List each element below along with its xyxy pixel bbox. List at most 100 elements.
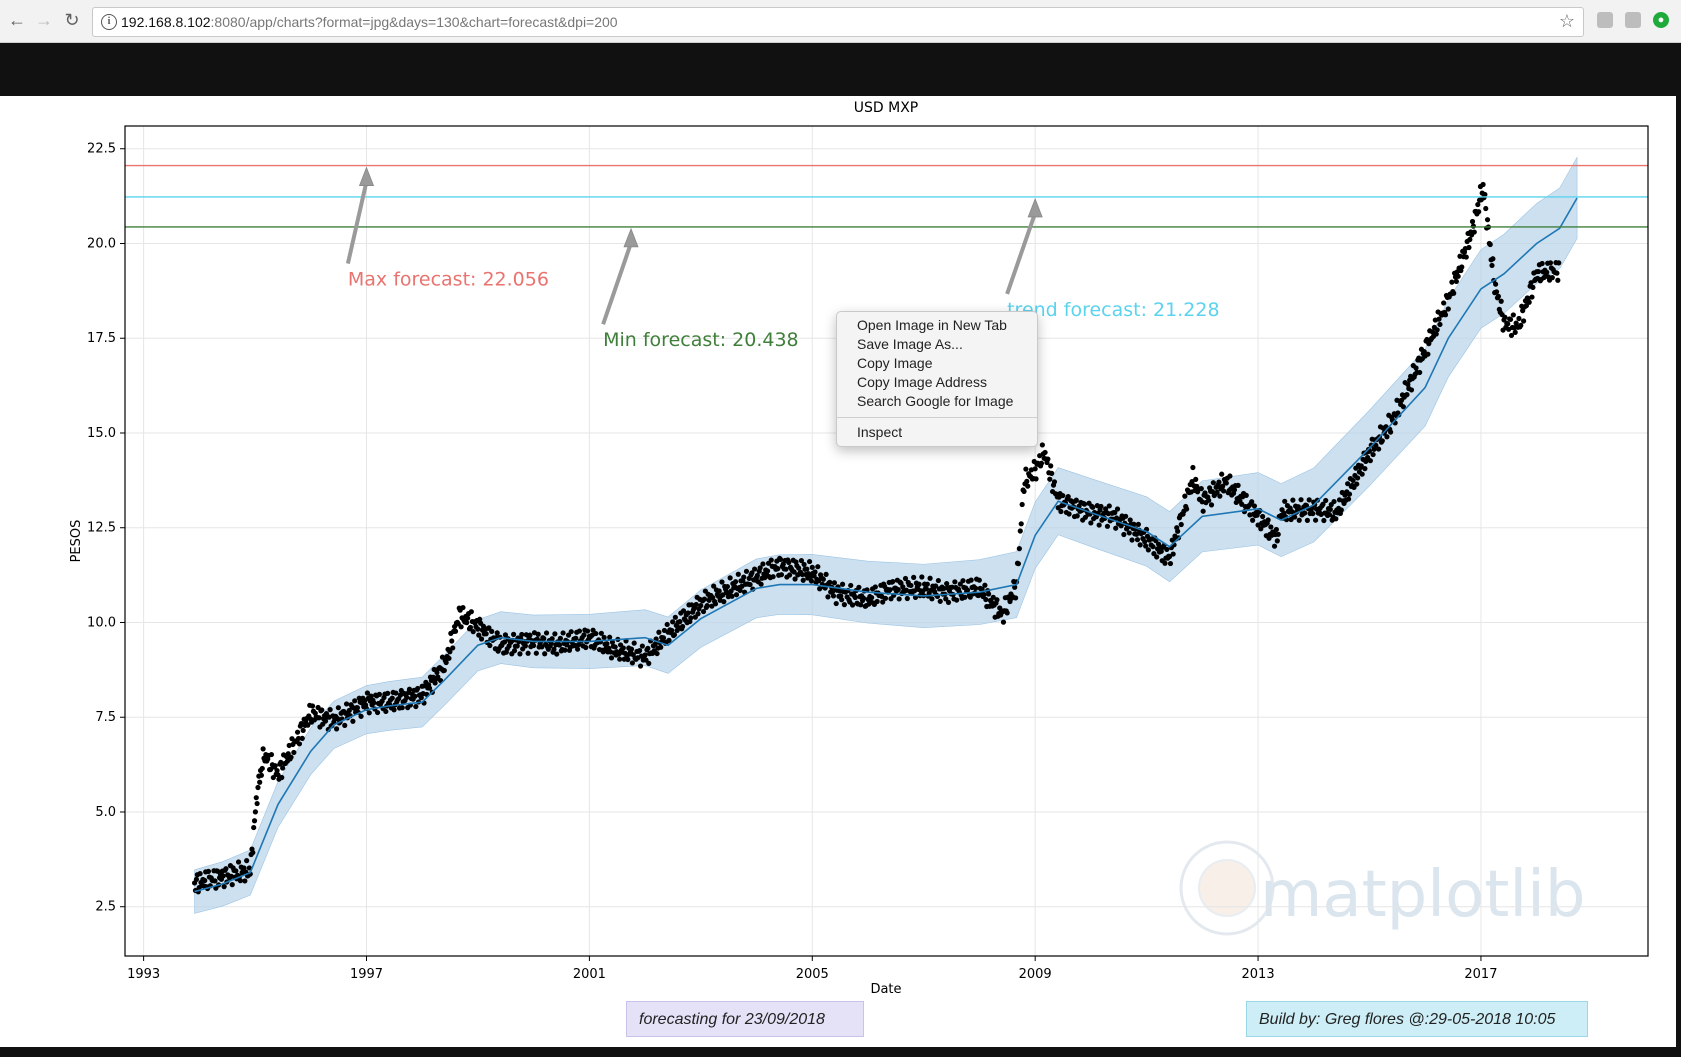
extension-icon-2[interactable]	[1625, 12, 1641, 28]
observed-point	[1081, 501, 1088, 507]
observed-point	[530, 642, 537, 649]
observed-point	[358, 713, 364, 719]
observed-point	[460, 604, 466, 611]
menu-save-image-as[interactable]: Save Image As...	[857, 336, 963, 352]
y-axis-label: PESOS	[69, 520, 84, 563]
menu-copy-image-address[interactable]: Copy Image Address	[857, 374, 987, 390]
observed-point	[1231, 487, 1238, 493]
observed-point	[688, 615, 694, 621]
observed-point	[241, 865, 247, 871]
observed-point	[664, 621, 670, 628]
observed-point	[1433, 331, 1439, 337]
observed-point	[629, 660, 635, 666]
observed-point	[1502, 314, 1508, 320]
observed-point	[1530, 284, 1536, 290]
menu-inspect[interactable]: Inspect	[857, 424, 903, 440]
url-text[interactable]: 192.168.8.102:8080/app/charts?format=jpg…	[121, 14, 618, 30]
observed-point	[319, 707, 325, 713]
observed-point	[896, 596, 902, 602]
observed-point	[658, 644, 664, 650]
extension-icon-1[interactable]	[1597, 12, 1613, 28]
observed-point	[900, 584, 906, 590]
forecast-chart[interactable]: matplotlib Max forecast: 22.056 Min forec…	[0, 96, 1676, 1046]
observed-point	[562, 647, 568, 653]
observed-point	[764, 568, 771, 574]
observed-point	[1167, 560, 1174, 567]
forward-arrow-icon[interactable]: →	[35, 10, 53, 30]
observed-point	[1096, 522, 1102, 528]
observed-point	[841, 602, 847, 608]
observed-point	[721, 599, 727, 605]
observed-point	[1143, 543, 1149, 549]
observed-point	[1123, 513, 1129, 519]
observed-point	[806, 558, 813, 565]
x-tick-label: 1993	[127, 967, 160, 982]
observed-point	[1023, 466, 1029, 472]
menu-open-image-new-tab[interactable]: Open Image in New Tab	[857, 317, 1007, 333]
observed-point	[733, 592, 740, 598]
observed-point	[584, 628, 591, 634]
observed-point	[556, 642, 563, 648]
observed-point	[514, 643, 520, 649]
observed-point	[554, 651, 560, 657]
observed-point	[1024, 478, 1030, 484]
observed-point	[1466, 244, 1472, 251]
observed-point	[1137, 542, 1143, 548]
observed-point	[1513, 320, 1519, 326]
back-arrow-icon[interactable]: ←	[8, 10, 26, 30]
menu-copy-image[interactable]: Copy Image	[857, 355, 933, 371]
observed-point	[711, 583, 717, 589]
observed-point	[1480, 181, 1486, 188]
annotation-label: Min forecast: 20.438	[603, 329, 799, 351]
address-bar[interactable]: i 192.168.8.102:8080/app/charts?format=j…	[92, 7, 1584, 37]
observed-point	[1162, 560, 1168, 566]
observed-point	[787, 572, 793, 578]
observed-point	[908, 582, 914, 589]
y-axis-ticks: 2.5 5.0 7.5 10.0 12.5 15.0 17.5 20.0 22.5	[87, 142, 125, 915]
observed-point	[279, 774, 285, 781]
observed-point	[904, 595, 910, 602]
observed-point	[467, 624, 474, 631]
observed-point	[1175, 528, 1181, 534]
observed-point	[1535, 268, 1542, 275]
observed-point	[1354, 481, 1360, 487]
observed-point	[608, 655, 615, 661]
observed-point	[964, 587, 971, 593]
observed-point	[1495, 293, 1502, 299]
observed-point	[817, 586, 823, 592]
url-host: 192.168.8.102	[121, 14, 211, 30]
observed-point	[477, 616, 483, 622]
observed-point	[541, 635, 547, 642]
observed-point	[418, 695, 424, 701]
info-icon[interactable]: i	[101, 14, 117, 30]
annotation-arrow-shaft	[345, 181, 369, 265]
observed-point	[848, 582, 854, 589]
observed-point	[680, 623, 686, 630]
bookmark-star-icon[interactable]: ☆	[1558, 11, 1575, 31]
observed-point	[968, 577, 974, 583]
observed-point	[366, 710, 372, 716]
observed-point	[1292, 514, 1298, 520]
observed-point	[654, 650, 660, 657]
extension-green-icon[interactable]: ●	[1653, 12, 1669, 28]
observed-point	[1493, 289, 1500, 295]
observed-point	[426, 685, 433, 691]
observed-point	[880, 599, 886, 605]
menu-search-google-image[interactable]: Search Google for Image	[857, 393, 1014, 409]
observed-point	[478, 636, 485, 642]
observed-point	[1327, 506, 1333, 513]
y-tick-label: 17.5	[87, 331, 116, 346]
observed-point	[1373, 442, 1379, 448]
observed-point	[535, 631, 541, 637]
y-tick-label: 10.0	[87, 615, 116, 630]
observed-point	[1250, 517, 1256, 523]
observed-point	[1475, 201, 1481, 208]
observed-point	[698, 602, 704, 609]
reload-icon[interactable]: ↻	[64, 10, 80, 30]
observed-point	[568, 629, 574, 635]
observed-point	[1268, 524, 1274, 530]
observed-point	[1135, 521, 1141, 527]
menu-separator	[837, 417, 1037, 418]
observed-point	[1326, 511, 1333, 518]
observed-point	[434, 669, 440, 676]
